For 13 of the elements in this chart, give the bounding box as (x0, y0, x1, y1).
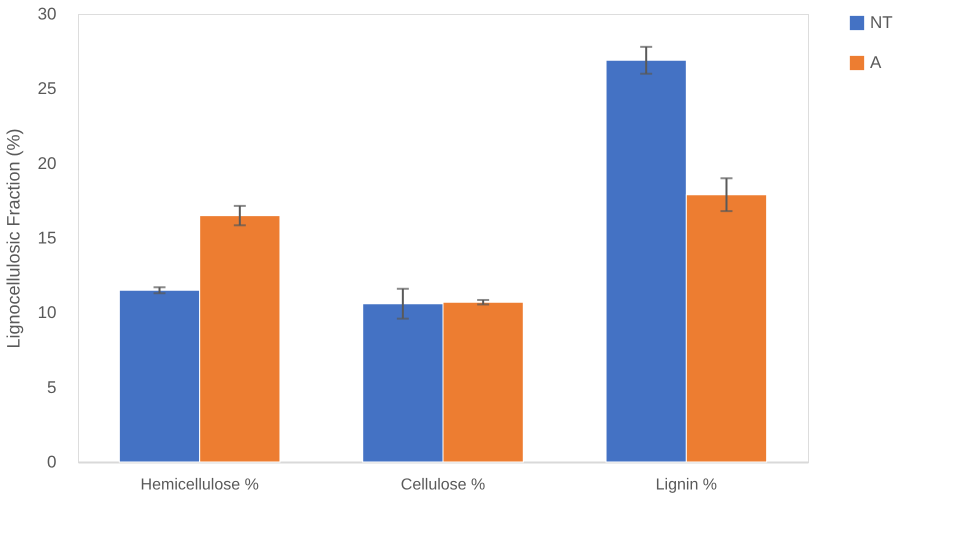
y-axis-title: Lignocellulosic Fraction (%) (4, 128, 24, 349)
y-tick-label: 10 (38, 303, 56, 322)
y-tick-label: 20 (38, 154, 56, 173)
y-tick-label: 30 (38, 4, 56, 24)
y-tick-label: 25 (38, 79, 56, 98)
y-tick-label: 15 (38, 228, 56, 248)
x-tick-label: Lignin % (656, 476, 718, 494)
legend-label: A (870, 53, 882, 72)
x-tick-label: Hemicellulose % (140, 476, 259, 494)
y-tick-label: 5 (47, 378, 56, 397)
x-tick-label: Cellulose % (400, 476, 486, 494)
y-tick-label: 0 (47, 452, 56, 472)
legend-label: NT (870, 13, 893, 32)
